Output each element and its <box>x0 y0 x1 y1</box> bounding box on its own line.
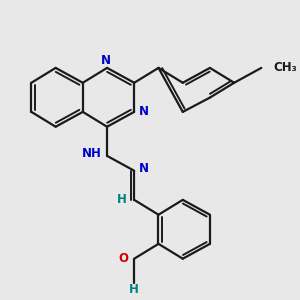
Text: H: H <box>129 283 139 296</box>
Text: NH: NH <box>81 147 101 160</box>
Text: CH₃: CH₃ <box>273 61 297 74</box>
Text: N: N <box>139 105 149 119</box>
Text: H: H <box>117 194 127 206</box>
Text: N: N <box>139 162 149 175</box>
Text: O: O <box>118 252 128 265</box>
Text: N: N <box>100 54 111 67</box>
